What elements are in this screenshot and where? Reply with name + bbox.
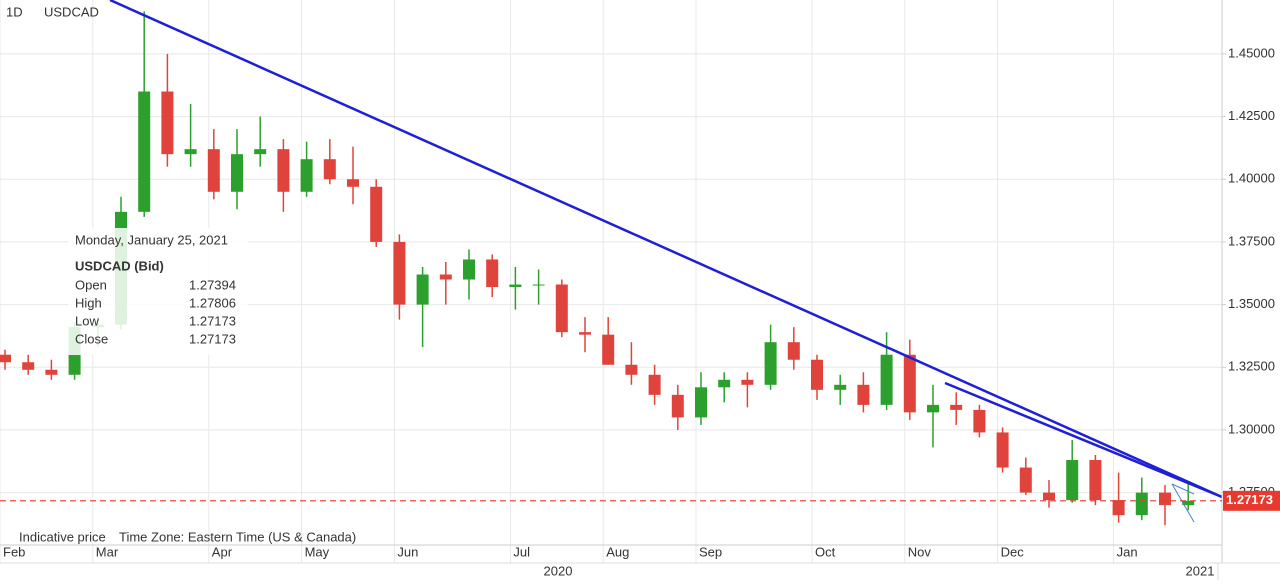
candle-body bbox=[555, 284, 568, 333]
candle-body bbox=[857, 384, 870, 405]
tooltip-value: 1.27173 bbox=[189, 331, 236, 346]
candle-body bbox=[323, 159, 336, 180]
candle-body bbox=[509, 284, 522, 288]
candle-body bbox=[927, 404, 939, 413]
x-tick-label: Dec bbox=[1001, 544, 1025, 559]
candle-body bbox=[1135, 492, 1148, 516]
candle-body bbox=[138, 91, 151, 212]
candle-body bbox=[231, 154, 243, 192]
x-tick-label: Jun bbox=[397, 544, 418, 559]
y-tick-label: 1.32500 bbox=[1228, 359, 1275, 374]
candle-body bbox=[161, 91, 174, 155]
candle-body bbox=[579, 332, 591, 335]
tooltip-date: Monday, January 25, 2021 bbox=[75, 232, 228, 247]
y-tick-label: 1.42500 bbox=[1228, 108, 1275, 123]
grid bbox=[0, 0, 1222, 563]
candle-body bbox=[370, 186, 383, 242]
candle-body bbox=[416, 274, 429, 305]
candle-body bbox=[671, 394, 684, 418]
candle-body bbox=[625, 364, 638, 375]
candle-body bbox=[463, 259, 475, 280]
tooltip: Monday, January 25, 2021 USDCAD (Bid) Op… bbox=[68, 228, 248, 355]
candle-body bbox=[996, 432, 1009, 468]
candle-body bbox=[764, 342, 777, 385]
candle-body bbox=[439, 274, 452, 280]
tooltip-value: 1.27173 bbox=[189, 313, 236, 328]
candle-body bbox=[1112, 500, 1125, 516]
y-tick-label: 1.37500 bbox=[1228, 233, 1275, 248]
y-tick-label: 1.40000 bbox=[1228, 171, 1275, 186]
x-tick-label: Jul bbox=[513, 544, 530, 559]
candle-body bbox=[1019, 467, 1032, 493]
tooltip-label: High bbox=[75, 295, 102, 310]
x-tick-label: Mar bbox=[96, 544, 119, 559]
axis: 1.275001.300001.325001.350001.375001.400… bbox=[0, 45, 1280, 578]
candle-body bbox=[1159, 492, 1171, 506]
candle-body bbox=[1182, 500, 1195, 506]
tooltip-value: 1.27806 bbox=[189, 295, 236, 310]
candle-body bbox=[973, 409, 986, 433]
tooltip-label: Close bbox=[75, 331, 108, 346]
tooltip-box bbox=[68, 228, 248, 355]
candle-body bbox=[207, 149, 220, 192]
candle-body bbox=[1043, 492, 1055, 501]
candle-body bbox=[834, 384, 847, 390]
candle-body bbox=[45, 369, 58, 375]
tooltip-label: Low bbox=[75, 313, 99, 328]
candle-body bbox=[950, 404, 963, 410]
y-tick-label: 1.35000 bbox=[1228, 296, 1275, 311]
x-tick-label: Aug bbox=[606, 544, 629, 559]
candle-body bbox=[741, 379, 754, 385]
last-price-box bbox=[1223, 490, 1280, 511]
candle-body bbox=[811, 359, 823, 390]
candle-body bbox=[347, 179, 359, 187]
trend-line bbox=[1171, 483, 1195, 495]
tooltip-symbol: USDCAD (Bid) bbox=[75, 258, 164, 273]
candle-body bbox=[0, 354, 11, 363]
interval: 1D bbox=[6, 4, 23, 19]
trend-line bbox=[1171, 483, 1195, 523]
footer-note: Time Zone: Eastern Time (US & Canada) bbox=[119, 529, 356, 544]
year-label: 2021 bbox=[1186, 563, 1215, 578]
candle-body bbox=[880, 354, 893, 405]
trend-line bbox=[109, 0, 1223, 499]
trend-line bbox=[944, 381, 1223, 499]
x-tick-label: Jan bbox=[1117, 544, 1138, 559]
candle-body bbox=[486, 259, 499, 288]
candle-body bbox=[718, 379, 731, 388]
candle-body bbox=[22, 362, 35, 370]
y-tick-label: 1.30000 bbox=[1228, 421, 1275, 436]
chart-title: USDCAD bbox=[44, 4, 99, 19]
candle-body bbox=[300, 159, 313, 192]
y-tick-label: 1.45000 bbox=[1228, 45, 1275, 60]
x-tick-label: Nov bbox=[908, 544, 932, 559]
candle-body bbox=[695, 387, 707, 418]
x-tick-label: Sep bbox=[699, 544, 722, 559]
candle-body bbox=[254, 149, 267, 155]
candle-body bbox=[602, 334, 615, 365]
candle-body bbox=[787, 342, 800, 360]
candle-body bbox=[393, 241, 406, 305]
x-tick-label: Feb bbox=[3, 544, 25, 559]
footer-note: Indicative price bbox=[19, 529, 106, 544]
tooltip-label: Open bbox=[75, 277, 107, 292]
candle-body bbox=[277, 149, 290, 192]
candle-body bbox=[532, 284, 545, 286]
x-tick-label: Oct bbox=[815, 544, 836, 559]
candle-body bbox=[1066, 460, 1079, 501]
x-tick-label: May bbox=[305, 544, 330, 559]
x-tick-label: Apr bbox=[212, 544, 233, 559]
candle-body bbox=[903, 354, 916, 413]
candle-body bbox=[1089, 460, 1102, 501]
year-label: 2020 bbox=[544, 563, 573, 578]
last-price-label: 1.27173 bbox=[1226, 492, 1273, 507]
tooltip-value: 1.27394 bbox=[189, 277, 236, 292]
candle-body bbox=[184, 149, 197, 155]
candle-body bbox=[648, 374, 661, 395]
